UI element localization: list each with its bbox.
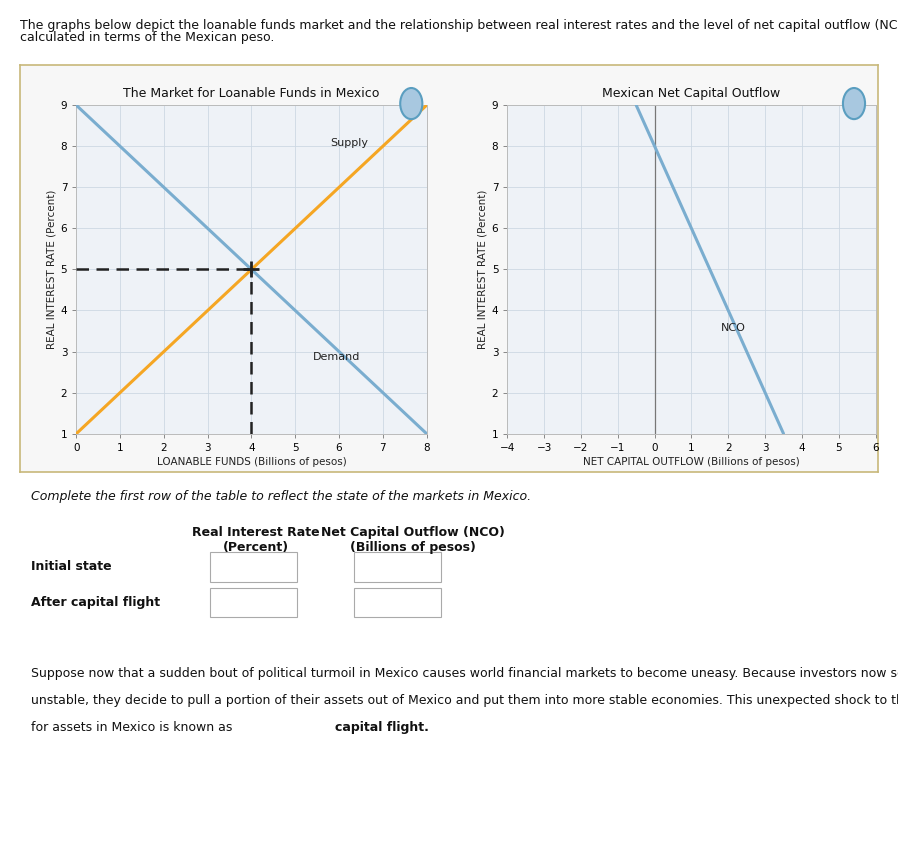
Text: Suppose now that a sudden bout of political turmoil in Mexico causes world finan: Suppose now that a sudden bout of politi… [31,667,898,679]
Text: calculated in terms of the Mexican peso.: calculated in terms of the Mexican peso. [20,31,274,44]
Text: Demand: Demand [313,352,360,362]
X-axis label: LOANABLE FUNDS (Billions of pesos): LOANABLE FUNDS (Billions of pesos) [156,457,347,466]
Text: for assets in Mexico is known as: for assets in Mexico is known as [31,721,237,733]
Y-axis label: REAL INTEREST RATE (Percent): REAL INTEREST RATE (Percent) [47,189,57,349]
Text: capital flight.: capital flight. [335,721,429,733]
Text: ?: ? [850,97,858,110]
Circle shape [843,88,865,119]
Text: Supply: Supply [330,138,368,148]
Text: The graphs below depict the loanable funds market and the relationship between r: The graphs below depict the loanable fun… [20,19,898,31]
Text: Net Capital Outflow (NCO): Net Capital Outflow (NCO) [321,526,505,539]
Text: ?: ? [408,97,415,110]
Text: unstable, they decide to pull a portion of their assets out of Mexico and put th: unstable, they decide to pull a portion … [31,694,898,706]
Text: After capital flight: After capital flight [31,595,161,609]
Y-axis label: REAL INTEREST RATE (Percent): REAL INTEREST RATE (Percent) [478,189,488,349]
Text: (Billions of pesos): (Billions of pesos) [350,541,476,553]
Circle shape [401,88,422,119]
Title: The Market for Loanable Funds in Mexico: The Market for Loanable Funds in Mexico [123,87,380,100]
Title: Mexican Net Capital Outflow: Mexican Net Capital Outflow [603,87,780,100]
X-axis label: NET CAPITAL OUTFLOW (Billions of pesos): NET CAPITAL OUTFLOW (Billions of pesos) [583,457,800,466]
Text: Real Interest Rate: Real Interest Rate [192,526,320,539]
Text: (Percent): (Percent) [223,541,289,553]
Text: Complete the first row of the table to reflect the state of the markets in Mexic: Complete the first row of the table to r… [31,490,532,503]
Text: Initial state: Initial state [31,560,112,573]
Text: NCO: NCO [721,323,746,333]
